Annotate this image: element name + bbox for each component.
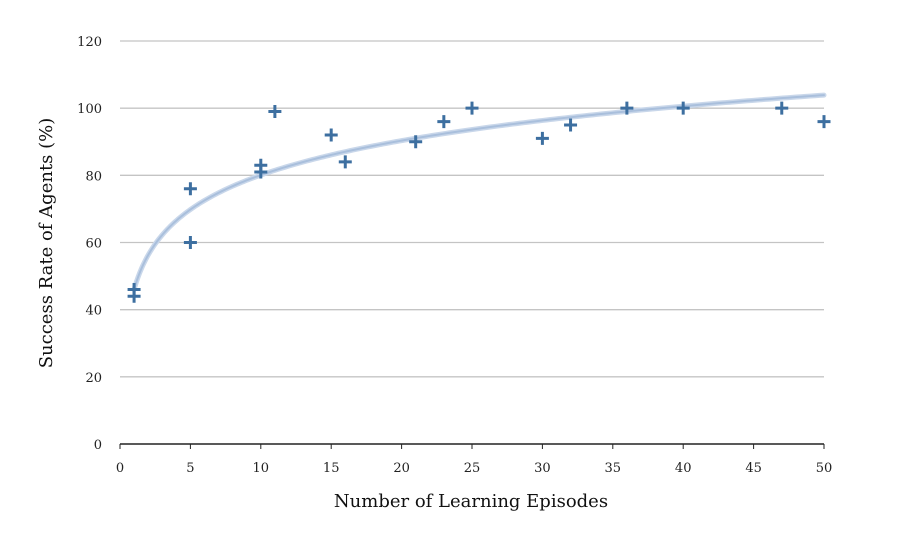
y-tick-label: 80 <box>85 169 102 184</box>
x-tick-label: 20 <box>393 461 410 476</box>
data-point <box>254 158 268 172</box>
x-tick-label: 50 <box>816 461 833 476</box>
x-tick-label: 45 <box>745 461 762 476</box>
data-point <box>465 101 479 115</box>
x-tick-label: 40 <box>675 461 692 476</box>
x-tick-label: 35 <box>605 461 622 476</box>
x-axis-title: Number of Learning Episodes <box>334 491 608 512</box>
trendline <box>133 94 825 291</box>
data-point <box>183 182 197 196</box>
y-tick-label: 60 <box>85 237 102 252</box>
y-tick-label: 120 <box>77 35 102 50</box>
x-axis <box>119 443 825 449</box>
data-point <box>127 283 141 297</box>
data-point <box>268 105 282 119</box>
data-point <box>338 155 352 169</box>
trendline-glow <box>131 92 827 293</box>
x-tick-label: 10 <box>253 461 270 476</box>
y-tick-label: 20 <box>85 371 102 386</box>
x-tick-label: 0 <box>116 461 124 476</box>
y-axis-title: Success Rate of Agents (%) <box>36 118 57 369</box>
y-tick-label: 100 <box>77 102 102 117</box>
y-tick-labels: 0 20 40 60 80 100 120 <box>77 35 102 453</box>
data-point <box>183 236 197 249</box>
data-points <box>127 101 831 303</box>
data-point <box>324 128 338 142</box>
data-point <box>775 101 789 115</box>
data-point <box>817 115 831 129</box>
trendline-layer <box>131 92 827 293</box>
data-point <box>535 131 549 145</box>
y-tick-label: 40 <box>85 304 102 319</box>
data-point <box>620 101 634 115</box>
grid-lines <box>120 40 824 378</box>
x-tick-label: 25 <box>464 461 481 476</box>
data-point <box>437 115 451 129</box>
data-point <box>409 135 423 149</box>
data-point <box>676 101 690 115</box>
x-tick-label: 15 <box>323 461 340 476</box>
x-tick-label: 30 <box>534 461 551 476</box>
data-point <box>564 118 578 132</box>
x-tick-labels: 0 5 10 15 20 25 30 35 40 45 50 <box>116 461 832 476</box>
y-tick-label: 0 <box>94 438 102 453</box>
x-tick-label: 5 <box>186 461 194 476</box>
